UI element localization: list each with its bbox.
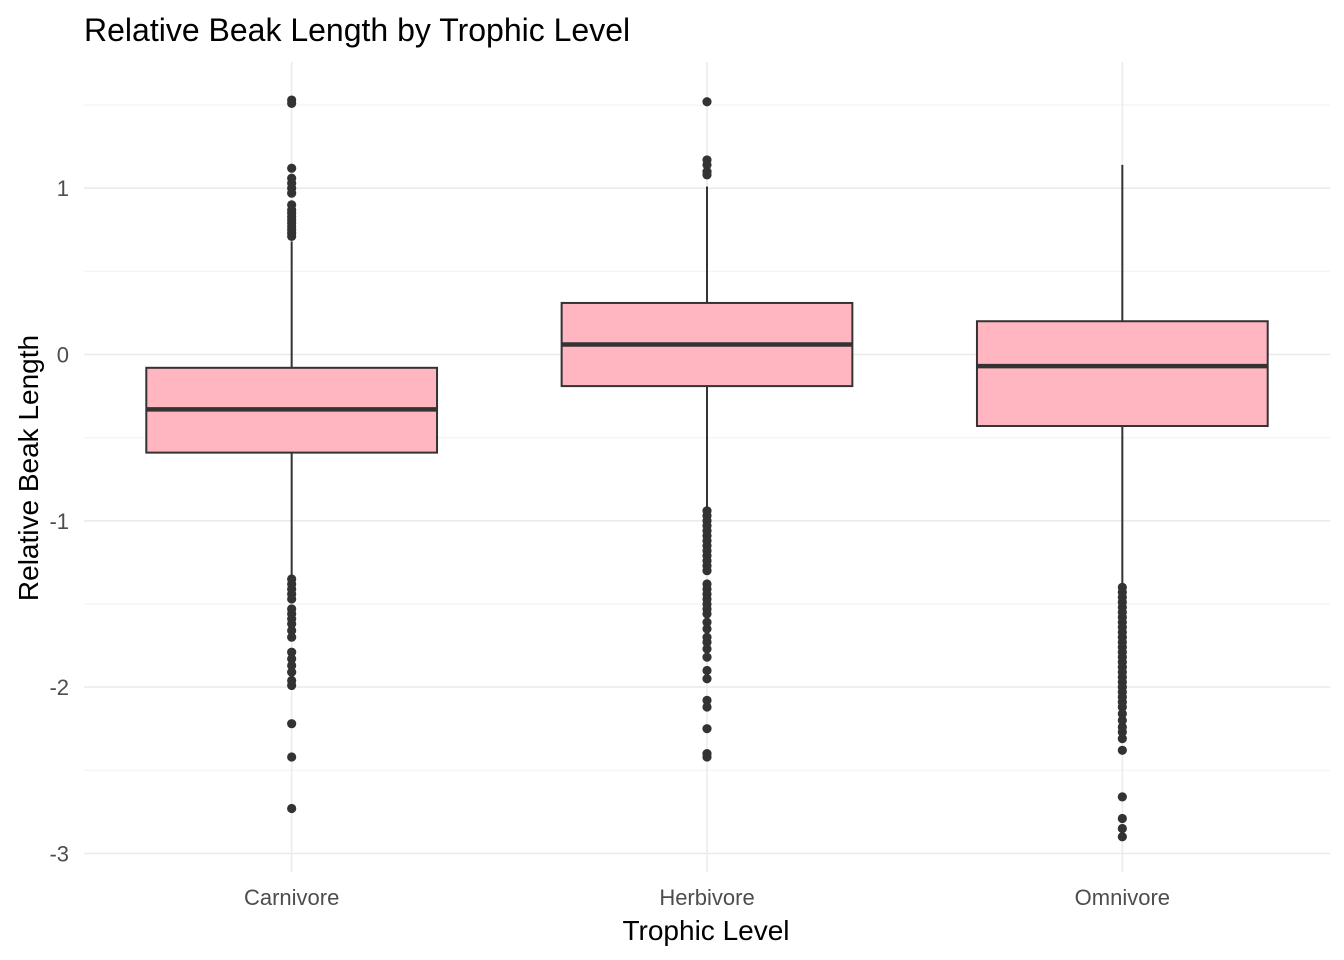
outlier-point (1117, 727, 1127, 737)
outlier-point (702, 170, 712, 180)
outlier-point (702, 644, 712, 654)
outlier-point (287, 660, 297, 671)
x-axis-ticks: Carnivore Herbivore Omnivore (244, 885, 1170, 910)
outlier-point (702, 702, 712, 712)
y-axis-title: Relative Beak Length (13, 335, 44, 601)
outlier-point (287, 719, 297, 729)
outlier-point (1117, 709, 1127, 719)
x-axis-title: Trophic Level (622, 915, 789, 946)
outlier-point (287, 680, 297, 691)
outlier-point (287, 654, 297, 664)
outlier-point (1117, 715, 1127, 725)
x-tick-label: Omnivore (1075, 885, 1170, 910)
outlier-point (1117, 832, 1127, 842)
y-tick-label: 1 (57, 176, 69, 201)
outlier-point (1117, 813, 1127, 824)
x-tick-label: Carnivore (244, 885, 339, 910)
outlier-point (1117, 745, 1127, 755)
outlier-point (287, 594, 297, 604)
box-series (145, 95, 1269, 842)
outlier-point (287, 625, 297, 636)
outlier-point (1117, 792, 1127, 802)
box-carnivore (145, 95, 439, 814)
y-tick-label: 0 (57, 343, 69, 368)
outlier-point (702, 609, 712, 619)
x-tick-label: Herbivore (659, 885, 754, 910)
outlier-point (702, 624, 712, 634)
y-axis-ticks: -3 -2 -1 0 1 (49, 176, 69, 866)
outlier-point (287, 98, 297, 108)
outlier-point (287, 632, 297, 642)
outlier-point (702, 724, 712, 734)
outlier-point (702, 617, 712, 627)
box-herbivore (560, 97, 854, 762)
iqr-box (975, 320, 1269, 428)
outlier-point (287, 667, 297, 677)
outlier-point (702, 695, 712, 706)
outlier-point (1117, 734, 1127, 744)
outlier-point (702, 97, 712, 107)
y-tick-label: -3 (49, 841, 69, 866)
outlier-point (287, 619, 297, 629)
outlier-point (702, 637, 712, 647)
outlier-point (287, 188, 297, 198)
outlier-point (702, 566, 712, 576)
outlier-point (702, 752, 712, 762)
outlier-point (702, 665, 712, 676)
outlier-point (287, 163, 297, 173)
outlier-point (287, 803, 297, 814)
outlier-point (1117, 702, 1127, 712)
outlier-point (1117, 823, 1127, 834)
outlier-point (287, 231, 297, 242)
box-omnivore (975, 164, 1269, 842)
y-tick-label: -2 (49, 675, 69, 700)
outlier-point (702, 160, 712, 170)
outlier-point (702, 652, 712, 662)
outlier-point (287, 752, 297, 762)
outlier-point (287, 647, 297, 657)
chart-title: Relative Beak Length by Trophic Level (84, 12, 630, 48)
y-tick-label: -1 (49, 509, 69, 534)
outlier-point (702, 674, 712, 684)
